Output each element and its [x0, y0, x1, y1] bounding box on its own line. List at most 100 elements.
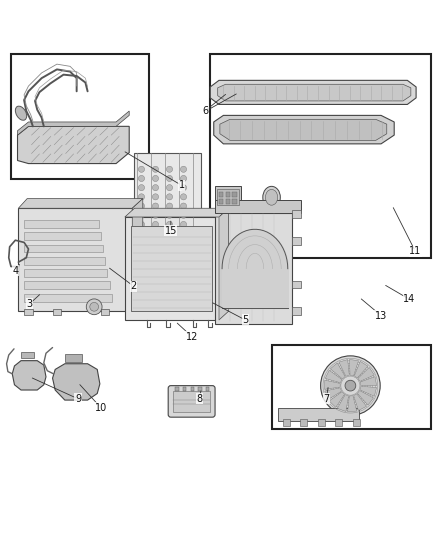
Polygon shape — [325, 380, 340, 389]
Circle shape — [138, 221, 145, 228]
Text: 11: 11 — [409, 246, 421, 256]
Circle shape — [90, 302, 99, 311]
Polygon shape — [358, 367, 374, 382]
Bar — [272, 345, 431, 429]
Text: 5: 5 — [242, 315, 248, 325]
Bar — [232, 199, 237, 204]
Polygon shape — [357, 391, 374, 405]
Polygon shape — [339, 360, 350, 376]
Circle shape — [180, 175, 187, 182]
Bar — [24, 281, 110, 289]
Polygon shape — [337, 394, 349, 411]
Circle shape — [166, 231, 173, 237]
Text: 15: 15 — [165, 225, 177, 236]
Bar — [24, 310, 33, 314]
Polygon shape — [219, 208, 229, 320]
Bar — [24, 245, 103, 253]
Bar — [175, 387, 179, 391]
Circle shape — [152, 212, 159, 219]
Bar — [292, 237, 301, 245]
Bar — [24, 257, 105, 265]
Bar — [53, 310, 61, 314]
Circle shape — [138, 212, 145, 219]
Polygon shape — [329, 392, 345, 407]
Text: 13: 13 — [375, 311, 387, 320]
Bar — [191, 387, 194, 391]
Bar — [101, 310, 110, 314]
Polygon shape — [18, 111, 129, 135]
Bar — [318, 419, 325, 426]
Text: 14: 14 — [403, 294, 416, 304]
Text: 10: 10 — [95, 402, 107, 413]
Text: 9: 9 — [75, 394, 81, 404]
Polygon shape — [360, 386, 377, 397]
Bar — [173, 391, 210, 412]
Polygon shape — [18, 126, 129, 164]
Bar — [283, 419, 290, 426]
Bar — [226, 192, 230, 197]
Bar — [278, 408, 359, 421]
Bar — [219, 199, 223, 204]
Bar — [219, 192, 223, 197]
Polygon shape — [18, 199, 143, 208]
Circle shape — [138, 194, 145, 200]
Bar — [24, 232, 101, 240]
Ellipse shape — [263, 187, 280, 208]
Polygon shape — [53, 364, 100, 400]
Text: 6: 6 — [202, 106, 208, 116]
Circle shape — [321, 356, 380, 415]
Circle shape — [152, 221, 159, 228]
Polygon shape — [12, 361, 46, 390]
Bar — [232, 192, 237, 197]
Bar — [292, 211, 301, 219]
FancyBboxPatch shape — [168, 386, 215, 417]
Circle shape — [180, 212, 187, 219]
Polygon shape — [220, 119, 387, 140]
Bar — [65, 354, 82, 362]
Bar — [206, 387, 209, 391]
Bar — [210, 54, 431, 258]
Polygon shape — [360, 377, 377, 386]
Bar — [183, 387, 186, 391]
Circle shape — [138, 175, 145, 182]
Circle shape — [180, 184, 187, 191]
Circle shape — [180, 194, 187, 200]
Circle shape — [166, 212, 173, 219]
Circle shape — [152, 194, 159, 200]
Circle shape — [345, 380, 356, 391]
Text: 12: 12 — [186, 332, 198, 342]
Text: 7: 7 — [323, 394, 329, 404]
Bar — [292, 307, 301, 314]
Bar — [353, 419, 360, 426]
Bar — [24, 269, 107, 277]
Bar — [226, 199, 230, 204]
Circle shape — [166, 203, 173, 209]
Circle shape — [180, 203, 187, 209]
Circle shape — [166, 194, 173, 200]
Bar — [131, 226, 212, 311]
Bar — [134, 152, 201, 238]
Polygon shape — [350, 359, 358, 376]
Polygon shape — [132, 199, 143, 311]
Text: 8: 8 — [196, 394, 202, 404]
Text: 2: 2 — [131, 281, 137, 291]
Polygon shape — [353, 394, 367, 410]
Circle shape — [152, 203, 159, 209]
Circle shape — [180, 221, 187, 228]
Ellipse shape — [265, 189, 278, 205]
Circle shape — [152, 175, 159, 182]
Ellipse shape — [15, 106, 27, 120]
Bar — [215, 200, 301, 213]
Bar — [24, 220, 99, 228]
Bar — [18, 208, 132, 311]
Polygon shape — [215, 204, 301, 213]
Bar — [11, 54, 149, 179]
Text: 3: 3 — [27, 298, 33, 309]
Bar — [215, 187, 241, 207]
Circle shape — [166, 184, 173, 191]
Polygon shape — [330, 363, 345, 379]
Bar — [24, 294, 112, 302]
Circle shape — [138, 166, 145, 172]
Bar — [198, 387, 201, 391]
Polygon shape — [354, 361, 368, 378]
